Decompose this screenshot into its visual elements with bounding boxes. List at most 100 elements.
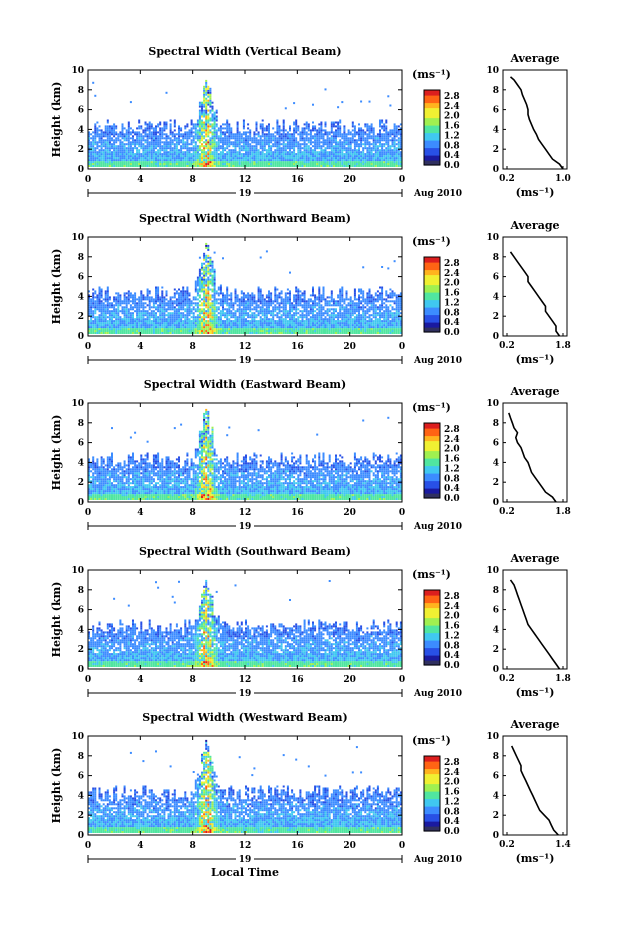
heatmap-cell [262, 300, 264, 302]
heatmap-cell [218, 163, 220, 165]
colorbar-tick-label: 1.6 [444, 122, 460, 132]
heatmap-cell [109, 328, 111, 330]
heatmap-cell [306, 163, 308, 165]
heatmap-cell [111, 304, 113, 306]
heatmap-cell [209, 302, 211, 304]
heatmap-cell [224, 298, 226, 300]
heatmap-cell [132, 129, 134, 131]
heatmap-cell [383, 125, 385, 127]
heatmap-cell [335, 143, 337, 145]
heatmap-cell [203, 127, 205, 129]
heatmap-cell [369, 149, 371, 151]
heatmap-cell [140, 294, 142, 296]
heatmap-cell [199, 294, 201, 296]
heatmap-cell [117, 153, 119, 155]
heatmap-cell [117, 298, 119, 300]
heatmap-cell [134, 141, 136, 143]
heatmap-cell [299, 165, 301, 167]
heatmap-cell [124, 314, 126, 316]
heatmap-cell [101, 318, 103, 320]
heatmap-cell [176, 145, 178, 147]
heatmap-cell [212, 151, 214, 153]
heatmap-cell [117, 326, 119, 328]
heatmap-cell [124, 147, 126, 149]
heatmap-cell [109, 141, 111, 143]
heatmap-cell [226, 153, 228, 155]
heatmap-cell [184, 163, 186, 165]
heatmap-cell [260, 290, 262, 292]
heatmap-cell [375, 163, 377, 165]
heatmap-cell [178, 292, 180, 294]
heatmap-cell [101, 137, 103, 139]
heatmap-cell [132, 296, 134, 298]
heatmap-cell [94, 127, 96, 129]
heatmap-cell [201, 106, 203, 108]
heatmap-cell [124, 153, 126, 155]
heatmap-cell [293, 143, 295, 145]
heatmap-cell [274, 151, 276, 153]
heatmap-cell [136, 131, 138, 133]
heatmap-cell [130, 133, 132, 135]
heatmap-cell [266, 133, 268, 135]
heatmap-cell [293, 159, 295, 161]
heatmap-cell [337, 149, 339, 151]
heatmap-cell [232, 155, 234, 157]
heatmap-cell [205, 86, 207, 88]
heatmap-cell [130, 159, 132, 161]
heatmap-cell [331, 135, 333, 137]
heatmap-cell [151, 163, 153, 165]
heatmap-cell [197, 131, 199, 133]
heatmap-cell [115, 312, 117, 314]
heatmap-cell [161, 322, 163, 324]
heatmap-cell [209, 318, 211, 320]
heatmap-cell [241, 135, 243, 137]
heatmap-cell [107, 143, 109, 145]
heatmap-cell [111, 306, 113, 308]
heatmap-cell [373, 157, 375, 159]
heatmap-cell [170, 300, 172, 302]
heatmap-cell [285, 107, 287, 109]
heatmap-cell [366, 133, 368, 135]
heatmap-cell [235, 145, 237, 147]
heatmap-cell [243, 298, 245, 300]
heatmap-cell [251, 165, 253, 167]
heatmap-cell [279, 292, 281, 294]
heatmap-cell [182, 147, 184, 149]
heatmap-cell [161, 314, 163, 316]
heatmap-cell [214, 129, 216, 131]
heatmap-cell [369, 161, 371, 163]
heatmap-cell [335, 133, 337, 135]
heatmap-cell [274, 310, 276, 312]
heatmap-cell [163, 304, 165, 306]
heatmap-cell [101, 310, 103, 312]
heatmap-cell [92, 302, 94, 304]
heatmap-cell [287, 300, 289, 302]
heatmap-cell [174, 143, 176, 145]
heatmap-cell [323, 161, 325, 163]
heatmap-cell [308, 125, 310, 127]
heatmap-cell [134, 157, 136, 159]
heatmap-cell [304, 161, 306, 163]
heatmap-cell [239, 143, 241, 145]
heatmap-cell [96, 129, 98, 131]
heatmap-cell [186, 316, 188, 318]
heatmap-cell [295, 153, 297, 155]
heatmap-cell [207, 133, 209, 135]
heatmap-cell [191, 312, 193, 314]
heatmap-cell [285, 151, 287, 153]
heatmap-cell [331, 131, 333, 133]
heatmap-cell [94, 300, 96, 302]
heatmap-cell [155, 308, 157, 310]
heatmap-cell [203, 316, 205, 318]
heatmap-cell [230, 135, 232, 137]
heatmap-cell [249, 314, 251, 316]
heatmap-cell [182, 135, 184, 137]
heatmap-cell [197, 145, 199, 147]
heatmap-cell [189, 165, 191, 167]
heatmap-cell [130, 143, 132, 145]
heatmap-cell [335, 129, 337, 131]
heatmap-cell [276, 163, 278, 165]
heatmap-cell [373, 127, 375, 129]
heatmap-cell [389, 139, 391, 141]
heatmap-cell [264, 302, 266, 304]
